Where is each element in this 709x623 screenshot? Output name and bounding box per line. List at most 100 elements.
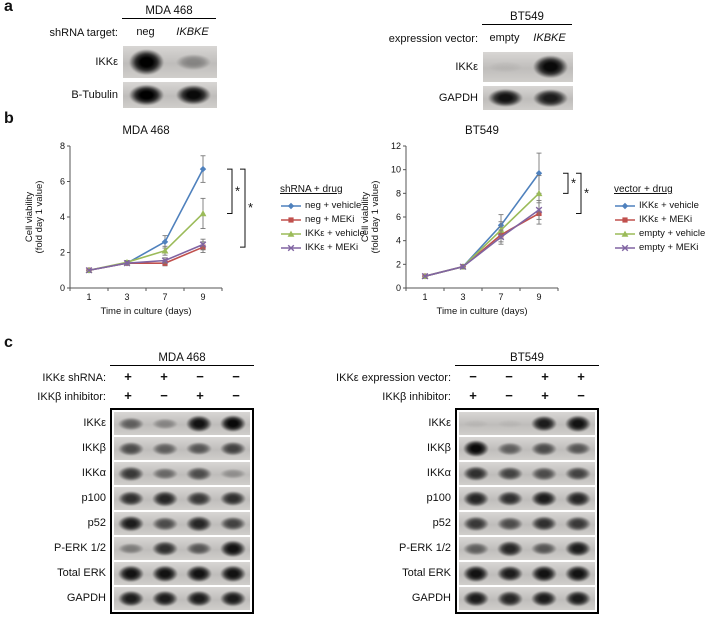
blot-band xyxy=(565,564,591,583)
blot-band xyxy=(118,564,144,583)
blot-band xyxy=(152,490,178,507)
blot-band xyxy=(531,590,557,607)
significance-bracket xyxy=(240,168,246,248)
significance-bracket xyxy=(563,172,569,194)
blot-band xyxy=(152,516,178,531)
y-tick-label: 2 xyxy=(396,259,401,269)
y-tick-label: 12 xyxy=(391,141,401,151)
panel-c-left-row-labels: IKKε IKKβ IKKα p100 p52 P-ERK 1/2 Total ERK GAP… xyxy=(0,408,106,610)
condition-token: − xyxy=(469,369,477,384)
panel-c-left-cell-line: MDA 468 xyxy=(110,352,254,366)
blot-row-label: p100 xyxy=(81,492,106,504)
blot-row-label: p52 xyxy=(87,517,106,529)
legend-marker-icon xyxy=(281,202,301,210)
blot-strip xyxy=(459,537,595,560)
legend-item: neg + MEKi xyxy=(280,213,372,227)
marker-triangle-icon xyxy=(535,189,543,197)
blot-band xyxy=(565,490,591,507)
blot-band xyxy=(186,490,212,507)
blot-row-label: IKKε xyxy=(95,56,118,68)
condition-token: + xyxy=(196,388,204,403)
blot-band xyxy=(531,541,557,556)
blot-band xyxy=(186,441,212,456)
lane-label: IKBKE xyxy=(533,32,566,44)
legend-item-label: IKKε + MEKi xyxy=(639,214,693,225)
blot-band xyxy=(220,564,246,583)
marker-diamond-icon xyxy=(287,202,295,210)
y-tick-label: 6 xyxy=(60,177,65,187)
marker-diamond-icon xyxy=(535,170,543,177)
panel-a-right-lane-labels: empty IKBKE xyxy=(482,32,572,44)
panel-c-label: c xyxy=(4,334,13,351)
blot-row-label: Total ERK xyxy=(402,567,451,579)
significance-star: * xyxy=(571,175,576,190)
blot-strip xyxy=(483,52,573,82)
blot-band xyxy=(463,541,489,556)
blot-band xyxy=(463,419,489,428)
blot-band xyxy=(220,468,246,479)
growth-chart-mda468-legend: shRNA + drug neg + vehicle neg + MEKi IKKε … xyxy=(280,184,372,255)
blot-band xyxy=(186,564,212,583)
blot-band xyxy=(497,419,523,428)
blot-strip xyxy=(483,86,573,110)
blot-band xyxy=(220,414,246,433)
blot-band xyxy=(186,590,212,607)
blot-band xyxy=(186,541,212,556)
x-tick-label: 7 xyxy=(498,292,503,302)
panel-a-right-blots: IKKε GAPDH xyxy=(372,52,573,110)
condition-token: − xyxy=(160,388,168,403)
chart-title: BT549 xyxy=(465,125,499,137)
condition-token: + xyxy=(541,388,549,403)
series-line xyxy=(424,209,540,277)
growth-chart-mda468: MDA 468 0 2 4 6 8 1 3 7 9 * * Cell viability(fold da… xyxy=(24,125,253,317)
series-line xyxy=(424,192,540,277)
blot-band xyxy=(531,564,557,583)
y-tick-label: 10 xyxy=(391,165,401,175)
marker-x-icon xyxy=(497,233,505,241)
panel-a-label: a xyxy=(4,0,13,15)
x-tick-label: 3 xyxy=(124,292,129,302)
marker-square-icon xyxy=(288,217,294,223)
series-line xyxy=(88,243,204,272)
y-axis-label: Cell viability(fold day 1 value) xyxy=(360,181,381,254)
blot-band xyxy=(118,441,144,456)
blot-band xyxy=(488,88,523,108)
legend-item: IKKε + MEKi xyxy=(614,213,706,227)
blot-band xyxy=(118,490,144,507)
legend-item-label: neg + vehicle xyxy=(305,200,362,211)
marker-triangle-icon xyxy=(621,230,629,237)
legend-marker-icon xyxy=(615,244,635,252)
legend-marker-icon xyxy=(615,230,635,237)
blot-band xyxy=(220,516,246,531)
condition-token: + xyxy=(577,369,585,384)
blot-strip xyxy=(459,437,595,460)
legend-marker-icon xyxy=(281,217,301,223)
panel-a-right-cell-line: BT549 xyxy=(482,11,572,25)
condition-token: − xyxy=(232,388,240,403)
blot-row-label: IKKε xyxy=(428,417,451,429)
marker-x-icon xyxy=(199,241,207,248)
marker-x-icon xyxy=(161,257,169,264)
blot-strip xyxy=(114,462,250,485)
blot-strip xyxy=(114,412,250,435)
marker-x-icon xyxy=(123,259,131,267)
marker-triangle-icon xyxy=(287,230,295,237)
blot-band xyxy=(531,466,557,481)
blot-row-label: P-ERK 1/2 xyxy=(54,542,106,554)
panel-a-left-cell-line: MDA 468 xyxy=(122,5,216,19)
blot-band xyxy=(175,54,212,70)
blot-band xyxy=(497,590,523,607)
panel-c-left-condition2-tokens: + − + − xyxy=(110,388,254,403)
blot-row-label: P-ERK 1/2 xyxy=(399,542,451,554)
x-axis-label: Time in culture (days) xyxy=(101,306,192,317)
marker-x-icon xyxy=(287,244,295,252)
blot-row-label: B-Tubulin xyxy=(71,89,118,101)
blot-strip xyxy=(459,512,595,535)
condition-token: + xyxy=(124,388,132,403)
condition-token: + xyxy=(469,388,477,403)
marker-x-icon xyxy=(535,206,543,214)
condition-token: + xyxy=(160,369,168,384)
blot-band xyxy=(118,465,144,482)
blot-row-label: IKKε xyxy=(83,417,106,429)
blot-band xyxy=(220,590,246,607)
